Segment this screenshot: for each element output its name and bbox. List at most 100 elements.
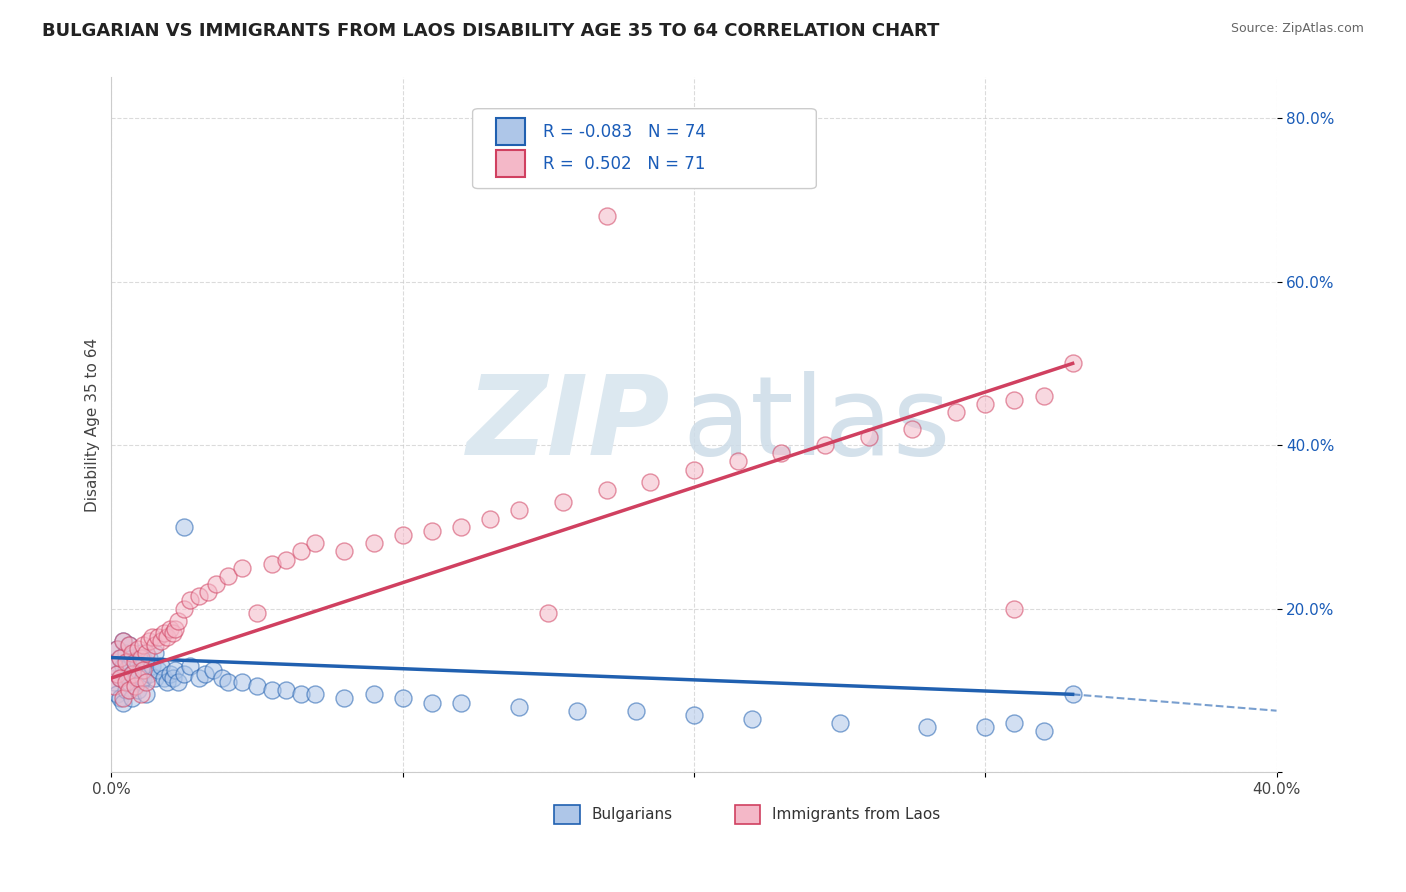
Point: [108, 650, 131, 665]
Point: [814, 438, 837, 452]
Point: [194, 667, 217, 681]
Point: [165, 663, 187, 677]
Point: [391, 691, 413, 706]
Point: [153, 626, 176, 640]
Point: [915, 720, 938, 734]
Point: [112, 658, 135, 673]
Point: [138, 634, 160, 648]
Point: [363, 687, 385, 701]
Point: [118, 683, 141, 698]
Point: [173, 667, 195, 681]
Point: [115, 675, 138, 690]
Point: [624, 704, 647, 718]
Point: [770, 446, 793, 460]
Point: [124, 671, 146, 685]
Point: [179, 593, 201, 607]
Text: Source: ZipAtlas.com: Source: ZipAtlas.com: [1230, 22, 1364, 36]
Point: [153, 671, 176, 685]
Point: [231, 675, 253, 690]
Point: [118, 658, 141, 673]
Point: [217, 675, 239, 690]
Point: [974, 720, 997, 734]
Point: [595, 210, 617, 224]
Point: [146, 630, 169, 644]
Point: [129, 650, 152, 665]
Point: [132, 650, 155, 665]
Point: [683, 463, 706, 477]
Point: [1002, 601, 1025, 615]
Text: atlas: atlas: [682, 371, 950, 478]
Point: [135, 663, 157, 677]
Point: [974, 397, 997, 411]
Text: Bulgarians: Bulgarians: [592, 807, 672, 822]
Point: [231, 560, 253, 574]
Point: [202, 663, 225, 677]
Point: [246, 679, 269, 693]
Point: [103, 658, 125, 673]
Point: [304, 687, 326, 701]
Point: [508, 503, 530, 517]
Point: [132, 663, 155, 677]
Point: [683, 707, 706, 722]
Point: [551, 495, 574, 509]
Point: [132, 638, 155, 652]
Point: [537, 606, 560, 620]
Point: [217, 569, 239, 583]
Point: [162, 671, 184, 685]
Point: [276, 683, 298, 698]
Point: [108, 691, 131, 706]
Point: [173, 520, 195, 534]
Point: [508, 699, 530, 714]
Point: [1002, 715, 1025, 730]
Bar: [735, 805, 761, 824]
Point: [143, 671, 166, 685]
Point: [129, 675, 152, 690]
Text: Immigrants from Laos: Immigrants from Laos: [772, 807, 941, 822]
Point: [143, 638, 166, 652]
Point: [129, 687, 152, 701]
Point: [108, 650, 131, 665]
Point: [640, 475, 662, 489]
Point: [129, 658, 152, 673]
Bar: [496, 119, 524, 145]
Text: ZIP: ZIP: [467, 371, 671, 478]
Point: [112, 634, 135, 648]
Point: [167, 614, 190, 628]
Point: [141, 658, 163, 673]
Point: [363, 536, 385, 550]
Point: [124, 655, 146, 669]
Point: [156, 675, 179, 690]
Point: [420, 524, 443, 538]
Point: [121, 691, 143, 706]
Point: [450, 696, 472, 710]
Point: [112, 634, 135, 648]
Point: [197, 585, 219, 599]
Point: [187, 589, 209, 603]
Point: [121, 667, 143, 681]
Point: [246, 606, 269, 620]
Point: [167, 675, 190, 690]
Point: [129, 647, 152, 661]
Point: [115, 683, 138, 698]
Point: [135, 647, 157, 661]
Point: [828, 715, 851, 730]
Point: [149, 634, 172, 648]
Point: [173, 601, 195, 615]
Point: [112, 696, 135, 710]
Point: [103, 675, 125, 690]
Point: [103, 679, 125, 693]
Point: [141, 630, 163, 644]
Point: [105, 687, 128, 701]
Point: [276, 552, 298, 566]
Point: [105, 667, 128, 681]
Point: [727, 454, 749, 468]
Point: [290, 687, 312, 701]
Point: [1062, 687, 1084, 701]
Point: [121, 647, 143, 661]
Point: [138, 667, 160, 681]
Point: [1002, 393, 1025, 408]
Y-axis label: Disability Age 35 to 64: Disability Age 35 to 64: [86, 338, 100, 512]
Point: [333, 691, 356, 706]
Point: [112, 691, 135, 706]
Point: [124, 679, 146, 693]
